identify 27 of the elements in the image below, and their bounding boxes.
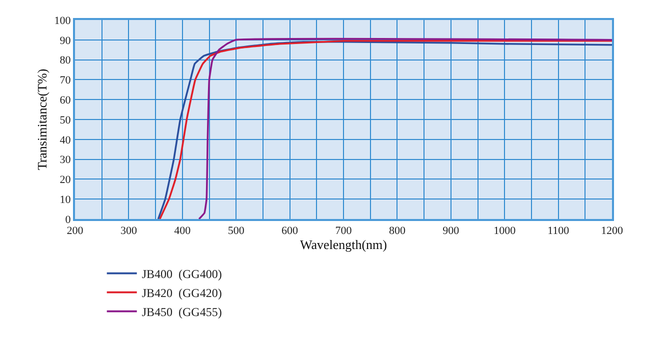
x-tick-label: 1200 (601, 225, 624, 238)
x-tick-label: 800 (388, 225, 406, 238)
y-tick-label: 100 (54, 14, 72, 27)
legend-label: JB420 (GG420) (142, 286, 222, 300)
y-tick-label: 90 (60, 34, 72, 47)
legend-label: JB400 (GG400) (142, 266, 222, 281)
x-tick-label: 1000 (494, 225, 516, 238)
y-tick-label: 80 (60, 54, 72, 67)
x-tick-label: 700 (335, 225, 352, 238)
y-axis-title: Transimitance(T%) (34, 68, 50, 170)
y-tick-label: 70 (60, 74, 72, 87)
y-tick-label: 40 (60, 134, 72, 146)
x-tick-label: 1100 (548, 225, 570, 238)
x-axis-title: Wavelength(nm) (300, 237, 388, 252)
x-tick-label: 400 (174, 225, 192, 238)
y-tick-label: 30 (60, 154, 72, 166)
x-tick-label: 300 (120, 225, 138, 238)
x-tick-label: 600 (282, 225, 299, 238)
y-tick-label: 60 (60, 94, 72, 106)
y-tick-label: 50 (60, 114, 72, 126)
legend-label: JB450 (GG455) (142, 304, 222, 319)
x-tick-label: 900 (442, 225, 460, 238)
y-tick-label: 10 (60, 194, 72, 206)
y-tick-label: 20 (60, 174, 72, 186)
y-tick-label: 0 (65, 214, 72, 226)
x-tick-label: 200 (66, 225, 84, 238)
x-tick-label: 500 (228, 225, 245, 238)
